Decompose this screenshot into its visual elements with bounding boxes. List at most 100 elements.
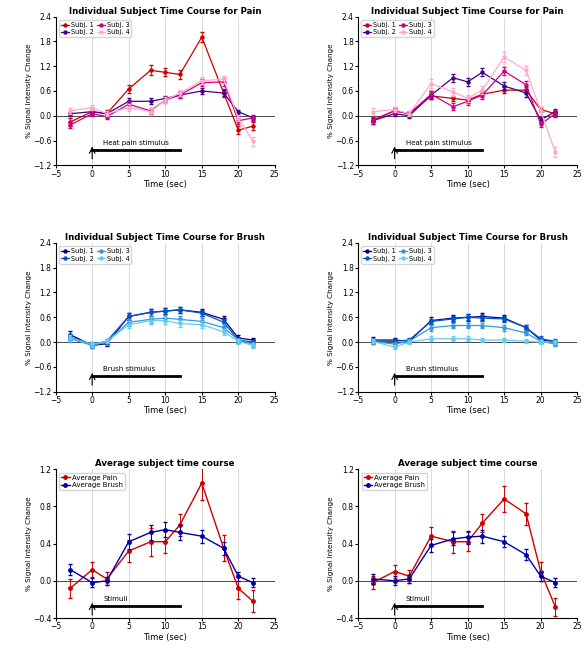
Line: Average Pain: Average Pain	[69, 481, 255, 603]
Subj. 2	[250, 114, 257, 122]
Subj. 2	[500, 82, 507, 90]
Subj. 4	[176, 319, 183, 327]
Subj. 3	[464, 322, 471, 330]
Subj. 2	[523, 89, 530, 97]
Average Pain	[235, 584, 242, 592]
Subj. 2	[176, 91, 183, 99]
Subj. 1	[537, 106, 544, 114]
Subj. 2	[523, 324, 530, 332]
Text: Heat pain stimulus: Heat pain stimulus	[406, 140, 471, 146]
Subj. 1	[67, 118, 74, 126]
Subj. 1	[479, 91, 486, 98]
Subj. 4	[369, 108, 376, 116]
Subj. 4	[125, 104, 132, 112]
Average Pain	[479, 519, 486, 527]
Subj. 2	[88, 340, 96, 348]
Subj. 1	[552, 110, 559, 118]
Subj. 3	[147, 107, 154, 115]
Line: Subj. 4: Subj. 4	[69, 78, 254, 143]
Subj. 2	[147, 97, 154, 105]
Subj. 2	[449, 74, 456, 82]
Subj. 2	[88, 108, 96, 116]
Average Pain	[147, 538, 154, 546]
Subj. 2	[369, 117, 376, 125]
X-axis label: Time (sec): Time (sec)	[144, 180, 187, 189]
Average Brush	[552, 579, 559, 587]
Y-axis label: % Signal Intensity Change: % Signal Intensity Change	[26, 496, 32, 591]
Legend: Subj. 1, Subj. 2, Subj. 3, Subj. 4: Subj. 1, Subj. 2, Subj. 3, Subj. 4	[59, 246, 131, 264]
Subj. 3	[88, 110, 96, 118]
Subj. 2	[220, 319, 227, 327]
Average Brush	[125, 538, 132, 546]
Average Brush	[235, 572, 242, 580]
Line: Subj. 3: Subj. 3	[69, 317, 254, 347]
Subj. 4	[147, 317, 154, 325]
Subj. 1	[235, 334, 242, 342]
Subj. 4	[537, 107, 544, 115]
Subj. 1	[88, 108, 96, 116]
Subj. 4	[220, 328, 227, 336]
Line: Subj. 4: Subj. 4	[371, 56, 557, 154]
Line: Subj. 2: Subj. 2	[371, 316, 557, 343]
Subj. 4	[198, 77, 205, 85]
Subj. 4	[428, 79, 435, 87]
Line: Subj. 1: Subj. 1	[371, 89, 557, 122]
Subj. 2	[479, 314, 486, 322]
Subj. 2	[369, 337, 376, 345]
Subj. 1	[369, 116, 376, 124]
Subj. 1	[147, 308, 154, 316]
Line: Subj. 2: Subj. 2	[371, 71, 557, 122]
Subj. 3	[162, 96, 169, 104]
Subj. 2	[537, 335, 544, 343]
Subj. 4	[125, 321, 132, 329]
Average Pain	[406, 572, 413, 580]
Legend: Subj. 1, Subj. 2, Subj. 3, Subj. 4: Subj. 1, Subj. 2, Subj. 3, Subj. 4	[59, 20, 131, 37]
Average Brush	[479, 532, 486, 540]
Average Brush	[162, 525, 169, 533]
Subj. 3	[391, 340, 398, 348]
Subj. 1	[464, 313, 471, 321]
Average Pain	[162, 538, 169, 546]
Subj. 3	[162, 314, 169, 322]
Subj. 1	[103, 110, 110, 118]
Subj. 4	[103, 337, 110, 345]
Text: Brush stimulus: Brush stimulus	[103, 366, 155, 372]
Subj. 1	[147, 66, 154, 74]
Subj. 2	[500, 315, 507, 323]
Subj. 3	[220, 324, 227, 332]
Average Pain	[67, 584, 74, 592]
Subj. 3	[479, 322, 486, 330]
Title: Average subject time course: Average subject time course	[398, 459, 537, 469]
Subj. 1	[537, 336, 544, 344]
Line: Subj. 4: Subj. 4	[69, 319, 254, 347]
Subj. 1	[176, 71, 183, 79]
Subj. 1	[67, 330, 74, 338]
Subj. 2	[147, 308, 154, 316]
Subj. 4	[147, 108, 154, 116]
Legend: Average Pain, Average Brush: Average Pain, Average Brush	[59, 473, 125, 490]
Subj. 1	[523, 324, 530, 332]
Subj. 4	[537, 338, 544, 346]
Subj. 4	[88, 340, 96, 348]
Average Pain	[88, 566, 96, 574]
Subj. 3	[428, 91, 435, 98]
Subj. 4	[428, 335, 435, 343]
Subj. 4	[479, 336, 486, 344]
Average Pain	[449, 538, 456, 546]
Y-axis label: % Signal Intensity Change: % Signal Intensity Change	[26, 44, 32, 138]
Subj. 4	[162, 317, 169, 325]
Subj. 2	[449, 315, 456, 323]
Subj. 1	[103, 340, 110, 348]
Subj. 3	[500, 324, 507, 332]
Subj. 4	[235, 337, 242, 345]
Subj. 4	[406, 338, 413, 346]
Subj. 2	[220, 89, 227, 97]
Subj. 3	[176, 315, 183, 323]
Legend: Subj. 1, Subj. 2, Subj. 3, Subj. 4: Subj. 1, Subj. 2, Subj. 3, Subj. 4	[362, 246, 434, 264]
Subj. 1	[88, 342, 96, 350]
Y-axis label: % Signal Intensity Change: % Signal Intensity Change	[328, 44, 334, 138]
Average Brush	[250, 579, 257, 587]
Average Pain	[103, 575, 110, 583]
Average Pain	[198, 479, 205, 487]
Average Brush	[103, 577, 110, 585]
